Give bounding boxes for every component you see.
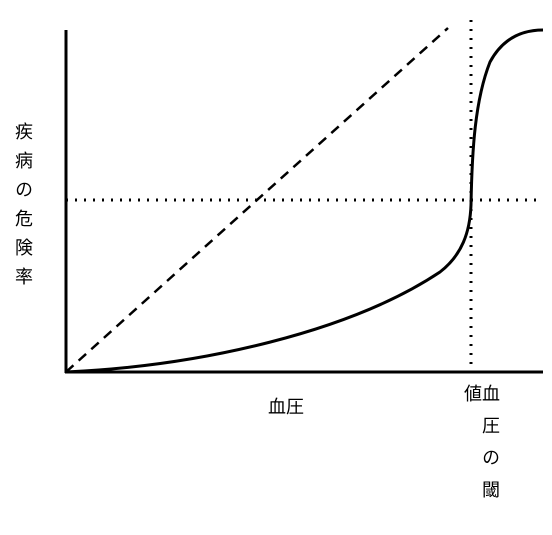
risk-curve [65, 28, 544, 374]
threshold-label: 血圧の閾値 [461, 384, 500, 512]
x-axis-label: 血圧 [268, 397, 304, 418]
y-axis-label: 疾病の危険率 [12, 122, 33, 296]
